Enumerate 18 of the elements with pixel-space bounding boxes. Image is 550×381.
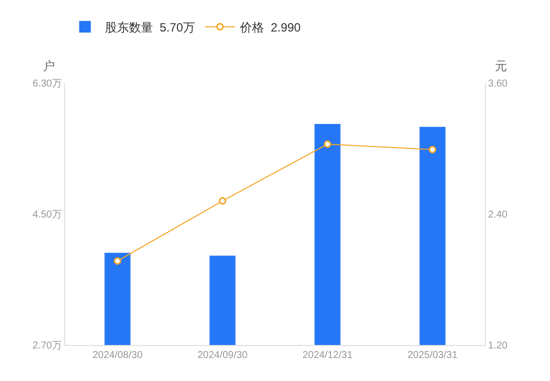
x-tick-label: 2024/09/30	[197, 350, 248, 361]
point	[218, 197, 226, 205]
x-tick-label: 2024/12/31	[302, 350, 353, 361]
y2-tick-label: 3.60	[488, 78, 508, 90]
y-tick-label: 4.50万	[32, 210, 62, 220]
legend-label: 股东数量 5.70万	[105, 20, 196, 34]
y2-tick-label: 1.20	[488, 340, 508, 352]
point	[114, 257, 122, 265]
y-tick-label: 2.70万	[32, 340, 62, 352]
y2-axis-title: 元	[495, 59, 507, 73]
x-tick-label: 2024/08/30	[92, 350, 143, 361]
y-tick-label: 6.30万	[32, 78, 62, 90]
x-tick-label: 2025/03/31	[407, 350, 458, 361]
y-axis-title: 户	[43, 59, 55, 73]
y2-tick-label: 2.40	[488, 210, 508, 220]
point	[324, 140, 332, 148]
legend-label: 价格 2.990	[239, 20, 302, 34]
point	[428, 146, 436, 154]
